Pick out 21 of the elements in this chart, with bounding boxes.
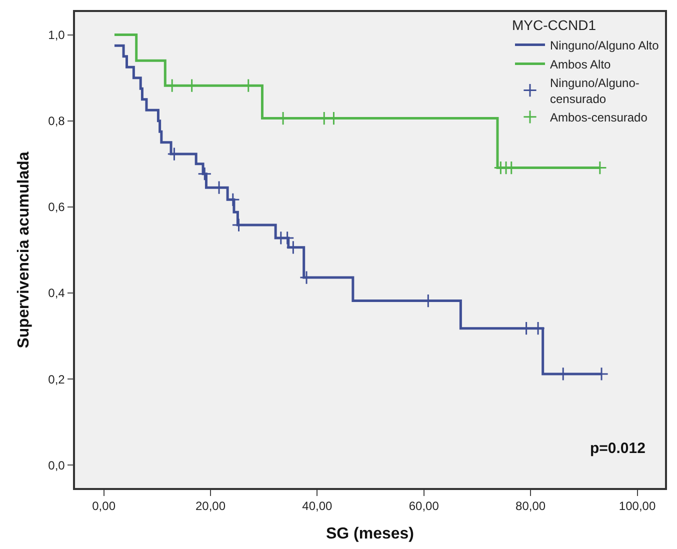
y-tick-label: 0,8 — [48, 114, 66, 128]
x-tick-label: 40,00 — [302, 499, 333, 514]
x-axis-title: SG (meses) — [326, 525, 414, 542]
y-tick-label: 0,0 — [48, 458, 66, 472]
x-tick-label: 80,00 — [516, 499, 546, 514]
legend-label: Ambos-censurado — [550, 110, 648, 125]
x-tick-label: 60,00 — [408, 499, 440, 514]
y-tick-label: 0,2 — [48, 372, 66, 386]
legend-label: Ninguno/Alguno Alto — [550, 38, 660, 52]
x-tick-label: 0,00 — [92, 499, 116, 514]
point — [198, 166, 212, 181]
y-tick-label: 1,0 — [48, 28, 66, 42]
legend-label: Ninguno/Alguno- censurado — [550, 76, 640, 106]
y-tick-label: 0,4 — [48, 286, 66, 300]
x-tick-label: 100,00 — [618, 499, 656, 514]
legend-title: MYC-CCND1 — [512, 17, 596, 34]
y-axis-title: Supervivencia acumulada — [16, 152, 33, 348]
y-tick-label: 0,6 — [48, 200, 66, 214]
annotation: p=0.012 — [590, 440, 646, 457]
x-tick-label: 20,00 — [195, 499, 226, 514]
legend-label: Ambos Alto — [550, 57, 612, 72]
